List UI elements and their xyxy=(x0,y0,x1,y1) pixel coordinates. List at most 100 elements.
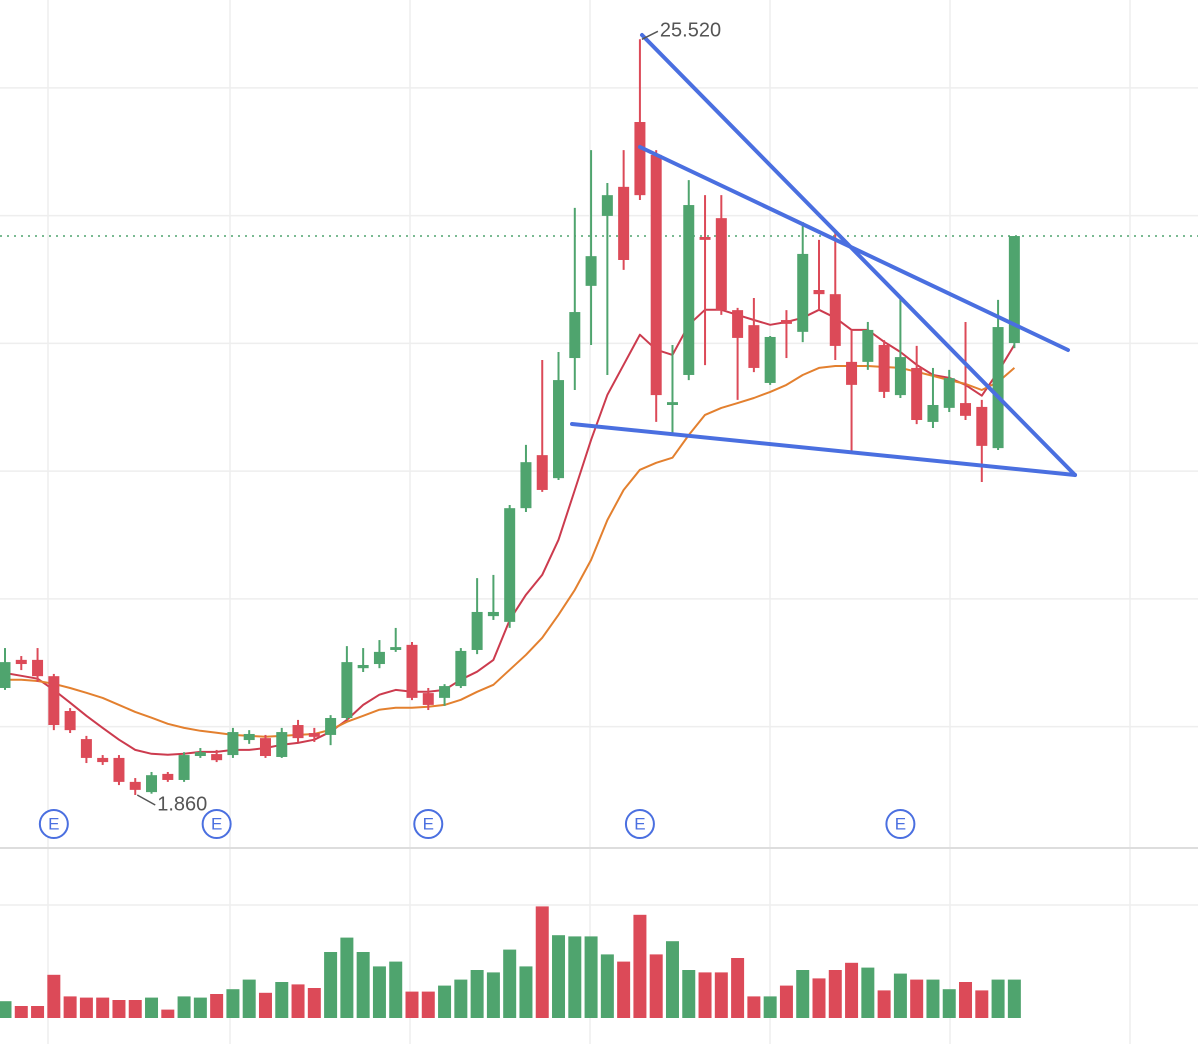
candle-body xyxy=(715,218,727,311)
volume-bar xyxy=(665,941,679,1018)
event-label: E xyxy=(895,814,906,833)
candle-body xyxy=(357,664,369,669)
trendline xyxy=(570,422,1077,477)
volume-bar xyxy=(79,997,93,1018)
candle-body xyxy=(634,122,646,196)
volume-bar xyxy=(698,972,712,1018)
annotation-leader xyxy=(136,794,156,806)
event-marker xyxy=(885,809,916,839)
candle-body xyxy=(585,256,597,286)
volume-bar xyxy=(959,982,973,1018)
event-label: E xyxy=(211,814,222,833)
candle-body xyxy=(569,312,581,359)
volume-bar xyxy=(258,992,272,1018)
candle-body xyxy=(146,775,158,793)
candle-body xyxy=(699,236,711,240)
candle-body xyxy=(113,757,125,782)
candle-body xyxy=(764,336,776,383)
candle-body xyxy=(650,154,662,396)
volume-bar xyxy=(568,936,582,1018)
candle-body xyxy=(406,644,418,698)
volume-bar xyxy=(975,990,989,1018)
volume-bar xyxy=(63,996,77,1018)
volume-bar xyxy=(1007,979,1021,1018)
volume-bar xyxy=(535,906,549,1018)
candle-body xyxy=(683,205,695,375)
event-marker xyxy=(413,809,444,839)
candle-body xyxy=(813,290,825,295)
volume-bar xyxy=(128,1000,142,1018)
volume-bar xyxy=(828,970,842,1018)
candle-body xyxy=(97,757,109,763)
volume-bar xyxy=(812,978,826,1018)
volume-bar xyxy=(747,996,761,1018)
candle-body xyxy=(553,380,565,479)
volume-bar xyxy=(405,991,419,1018)
volume-bar xyxy=(210,994,224,1018)
candle-body xyxy=(601,195,613,216)
marks xyxy=(0,39,1021,1018)
volume-bar xyxy=(486,972,500,1018)
candle-body xyxy=(243,733,255,741)
annotation-label: 1.860 xyxy=(157,793,207,815)
volume-bar xyxy=(682,970,696,1018)
volume-bar xyxy=(161,1009,175,1018)
volume-bar xyxy=(177,996,191,1018)
event-marker xyxy=(201,809,232,839)
event-label: E xyxy=(634,814,645,833)
volume-bar xyxy=(307,988,321,1018)
candle-body xyxy=(536,455,548,490)
volume-bar xyxy=(763,996,777,1018)
volume-bar xyxy=(910,979,924,1018)
volume-bar xyxy=(584,936,598,1018)
candle-body xyxy=(325,718,337,735)
candle-body xyxy=(64,710,76,731)
candle-body xyxy=(471,611,483,650)
volume-bar xyxy=(145,997,159,1018)
candle-body xyxy=(15,659,27,665)
volume-bar xyxy=(193,997,207,1018)
candle-body xyxy=(862,329,874,362)
candle-body xyxy=(780,320,792,324)
candle-body xyxy=(520,462,532,509)
candle-body xyxy=(618,186,630,260)
event-label: E xyxy=(48,814,59,833)
candle-body xyxy=(80,739,92,758)
volume-bar xyxy=(633,914,647,1018)
candle-body xyxy=(732,310,744,338)
event-label: E xyxy=(423,814,434,833)
candle-body xyxy=(48,676,60,726)
annotation-label: 25.520 xyxy=(660,20,721,42)
annotation-leader xyxy=(641,30,659,40)
trendline xyxy=(640,33,1077,477)
volume-bar xyxy=(112,1000,126,1018)
volume-bar xyxy=(438,985,452,1018)
candle-body xyxy=(748,325,760,368)
volume-bar xyxy=(649,954,663,1018)
candle-body xyxy=(439,686,451,698)
candle-body xyxy=(341,662,353,719)
volume-bar xyxy=(617,961,631,1018)
volume-bar xyxy=(796,970,810,1018)
trendline xyxy=(638,145,1070,352)
event-marker xyxy=(38,809,69,839)
volume-bar xyxy=(96,997,110,1018)
candle-body xyxy=(373,651,385,665)
event-marker xyxy=(624,809,655,839)
candle-body xyxy=(32,659,44,677)
trendlines xyxy=(570,33,1077,477)
candle-body xyxy=(455,650,467,687)
volume-bar xyxy=(356,952,370,1018)
volume-bar xyxy=(242,979,256,1018)
candle-body xyxy=(829,294,841,346)
candle-body xyxy=(292,725,304,739)
volume-bar xyxy=(47,974,61,1018)
volume-bar xyxy=(942,989,956,1018)
candle-body xyxy=(194,752,206,757)
volume-bar xyxy=(503,949,517,1018)
volume-bar xyxy=(731,958,745,1018)
